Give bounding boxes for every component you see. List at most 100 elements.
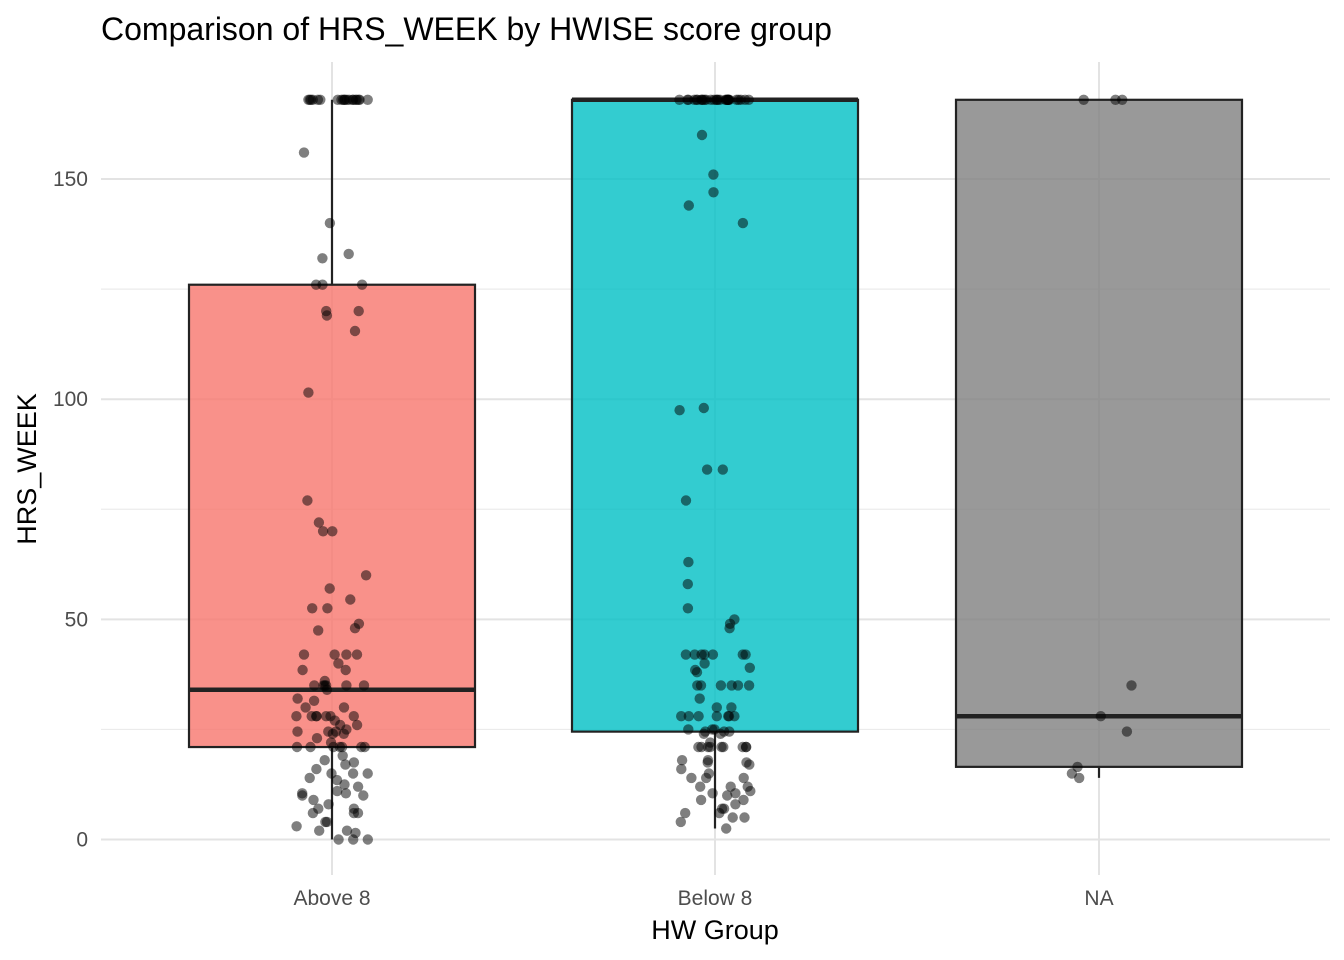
data-point	[1126, 680, 1137, 691]
data-point	[360, 570, 372, 581]
x-tick-label: Below 8	[678, 887, 753, 910]
y-tick-label: 100	[53, 388, 88, 411]
data-point	[308, 794, 319, 806]
data-point	[707, 788, 718, 799]
data-point	[722, 790, 733, 801]
data-point	[332, 94, 343, 106]
data-point	[314, 825, 325, 836]
data-point	[682, 603, 694, 614]
data-point	[351, 719, 363, 731]
data-point	[683, 200, 694, 211]
data-point	[347, 768, 359, 779]
data-point	[348, 807, 360, 819]
data-point	[1074, 772, 1085, 784]
data-point	[680, 495, 692, 506]
data-point	[300, 702, 311, 713]
data-point	[333, 658, 344, 669]
data-point	[304, 772, 315, 784]
data-point	[1078, 94, 1089, 106]
data-point	[730, 799, 741, 810]
data-point	[337, 750, 348, 761]
data-point	[315, 94, 326, 106]
data-point	[339, 779, 350, 790]
data-point	[707, 649, 719, 660]
data-point	[737, 649, 748, 660]
data-point	[675, 816, 686, 828]
data-point	[362, 94, 373, 106]
y-tick-label: 0	[76, 829, 88, 852]
data-point	[291, 741, 303, 753]
data-point	[321, 310, 333, 321]
y-tick-label: 150	[53, 168, 88, 191]
data-point	[682, 578, 693, 590]
data-point	[338, 702, 350, 713]
data-point	[1110, 94, 1121, 106]
data-point	[298, 649, 310, 660]
chart-title: Comparison of HRS_WEEK by HWISE score gr…	[101, 11, 832, 47]
data-point	[698, 402, 709, 414]
data-point	[336, 741, 348, 753]
x-tick-label: NA	[1084, 887, 1113, 910]
data-point	[309, 680, 320, 691]
data-point	[321, 816, 333, 828]
box-body	[187, 283, 477, 749]
data-point	[743, 680, 755, 691]
data-point	[732, 680, 744, 691]
data-point	[702, 741, 714, 753]
data-point	[695, 680, 707, 691]
data-point	[693, 741, 704, 753]
data-point	[744, 662, 755, 673]
data-point	[324, 217, 336, 229]
data-point	[721, 823, 732, 834]
data-point	[317, 526, 329, 537]
data-point	[701, 772, 712, 784]
data-point	[341, 649, 352, 660]
data-point	[701, 464, 713, 475]
data-point	[356, 741, 367, 753]
data-point	[303, 387, 314, 398]
data-point	[743, 94, 754, 106]
data-point	[358, 680, 370, 691]
data-point	[731, 94, 742, 106]
data-point	[317, 279, 328, 290]
data-point	[694, 693, 705, 704]
data-point	[349, 325, 361, 337]
data-point	[683, 724, 694, 735]
data-point	[349, 623, 361, 634]
data-point	[683, 556, 694, 568]
data-point	[715, 728, 726, 739]
data-point	[715, 680, 727, 691]
y-tick-labels: 0 50 100 150	[53, 168, 88, 851]
boxes	[187, 97, 1244, 840]
data-point	[291, 821, 302, 832]
data-point	[674, 94, 685, 106]
data-point	[332, 785, 343, 797]
data-point	[298, 147, 310, 158]
data-point	[308, 695, 320, 706]
data-point	[333, 834, 344, 845]
data-point	[680, 807, 691, 819]
data-point	[352, 781, 364, 792]
data-point	[696, 649, 707, 660]
data-point	[324, 583, 335, 594]
data-point	[311, 733, 323, 744]
data-point	[738, 794, 749, 806]
data-point	[362, 834, 373, 845]
data-point	[697, 94, 708, 106]
data-point	[714, 807, 725, 819]
box-below-8	[570, 97, 860, 829]
data-point	[737, 217, 749, 229]
data-point	[698, 728, 710, 739]
data-point	[717, 464, 728, 475]
data-point	[319, 755, 330, 766]
data-point	[341, 680, 352, 691]
data-point	[307, 807, 319, 819]
data-point	[291, 711, 302, 722]
data-point	[340, 788, 352, 799]
data-point	[686, 772, 697, 784]
data-point	[356, 279, 368, 290]
data-point	[305, 94, 317, 106]
data-point	[708, 169, 719, 180]
data-point	[317, 253, 328, 264]
data-point	[676, 711, 687, 722]
